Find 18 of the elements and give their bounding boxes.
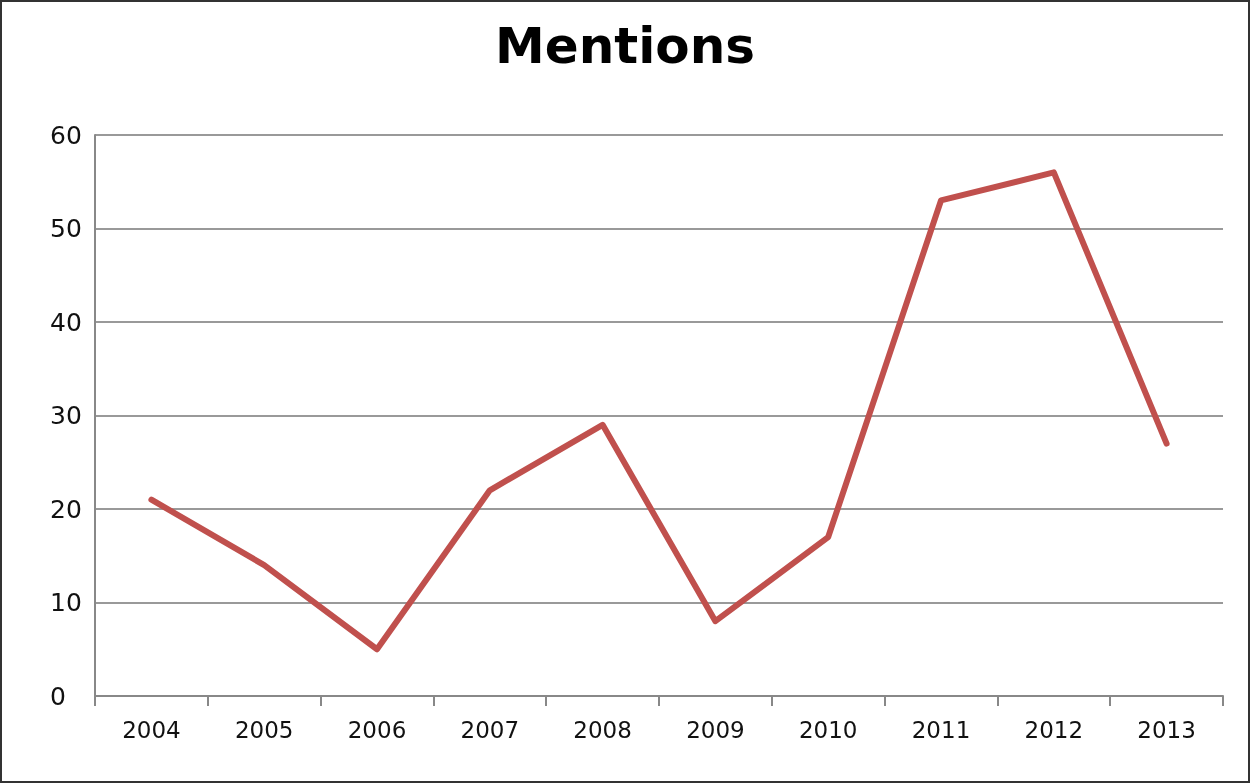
y-tick-label: 50: [50, 214, 82, 243]
y-tick-label: 0: [50, 681, 66, 711]
x-tick-label: 2010: [798, 716, 858, 743]
y-tick-label: 20: [50, 494, 82, 524]
x-tick-label: 2005: [234, 716, 294, 743]
x-tick-label: 2008: [573, 716, 632, 743]
y-tick-label: 30: [50, 401, 82, 430]
x-tick-label: 2009: [686, 716, 745, 743]
y-tick-label: 40: [50, 307, 82, 337]
chart-title: Mentions: [494, 17, 756, 75]
x-tick-label: 2004: [122, 716, 181, 743]
x-tick-label: 2013: [1137, 716, 1196, 743]
x-tick-label: 2007: [460, 716, 520, 743]
y-tick-label: 60: [50, 120, 82, 150]
y-tick-label: 10: [50, 588, 82, 617]
x-tick-label: 2011: [911, 716, 971, 743]
x-tick-label: 2012: [1024, 716, 1084, 743]
x-tick-label: 2006: [347, 716, 407, 743]
